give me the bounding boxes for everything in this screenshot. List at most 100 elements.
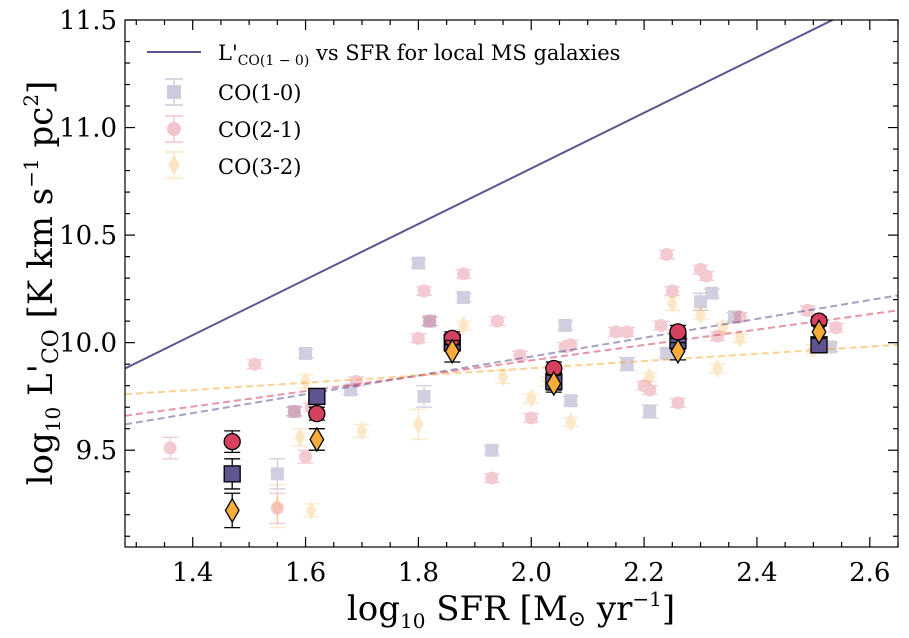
point-errorbar bbox=[353, 423, 370, 438]
data-point bbox=[163, 441, 177, 455]
data-point bbox=[644, 367, 656, 387]
data-point bbox=[699, 269, 713, 283]
data-point bbox=[524, 411, 538, 425]
point-errorbar bbox=[269, 483, 286, 529]
data-point bbox=[666, 294, 678, 314]
y-tick-label: 10.0 bbox=[59, 329, 117, 359]
x-tick-label: 1.8 bbox=[398, 558, 439, 588]
data-point bbox=[490, 314, 504, 328]
point-errorbar bbox=[669, 397, 686, 408]
data-point bbox=[558, 340, 572, 354]
point-errorbar bbox=[410, 333, 427, 344]
data-point bbox=[620, 357, 634, 371]
x-tick-label: 1.6 bbox=[285, 558, 326, 588]
point-errorbar bbox=[557, 320, 574, 331]
data-point bbox=[665, 284, 679, 298]
data-point bbox=[423, 314, 437, 328]
legend-co10-label: CO(1-0) bbox=[218, 81, 302, 105]
data-point bbox=[497, 367, 509, 387]
point-errorbar bbox=[698, 271, 715, 281]
point-errorbar bbox=[246, 359, 263, 370]
data-point bbox=[300, 371, 312, 391]
point-errorbar bbox=[619, 357, 636, 372]
data-point bbox=[654, 318, 668, 332]
point-errorbar bbox=[641, 404, 658, 419]
fit-line bbox=[125, 309, 898, 417]
point-errorbar bbox=[269, 458, 286, 490]
point-errorbar bbox=[455, 320, 472, 331]
data-point bbox=[637, 379, 651, 393]
data-point bbox=[458, 316, 470, 335]
stacked-point bbox=[444, 338, 460, 365]
legend-relation-label: L'CO(1 − 0) vs SFR for local MS galaxies bbox=[218, 41, 620, 69]
point-errorbar bbox=[709, 331, 726, 342]
point-errorbar bbox=[410, 258, 427, 269]
data-point bbox=[711, 359, 723, 378]
data-point bbox=[558, 318, 572, 332]
y-tick-label: 10.5 bbox=[59, 221, 117, 251]
data-point bbox=[270, 467, 284, 481]
stacked-point bbox=[309, 426, 325, 453]
x-tick-label: 2.4 bbox=[736, 558, 777, 588]
point-errorbar bbox=[619, 326, 636, 337]
point-errorbar bbox=[664, 286, 681, 296]
data-point bbox=[457, 290, 471, 304]
point-errorbar bbox=[692, 292, 709, 312]
point-errorbar bbox=[732, 333, 749, 344]
data-point bbox=[733, 310, 747, 324]
data-point bbox=[457, 267, 471, 281]
legend-co32-label: CO(3-2) bbox=[218, 155, 302, 179]
point-errorbar bbox=[286, 406, 303, 417]
point-errorbar bbox=[636, 380, 653, 391]
x-tick-label: 2.0 bbox=[511, 558, 552, 588]
legend-co10-marker bbox=[165, 78, 183, 106]
data-point bbox=[423, 314, 437, 328]
point-errorbar bbox=[455, 268, 472, 279]
tick-layer: 1.4 1.6 1.8 2.0 2.2 2.4 2.6 9.5 10.0 10.5 11.0 11.5 bbox=[59, 6, 899, 588]
point-errorbar bbox=[827, 322, 844, 333]
data-point bbox=[513, 349, 527, 363]
point-errorbar bbox=[692, 264, 709, 275]
point-errorbar bbox=[607, 326, 624, 337]
data-point bbox=[305, 501, 317, 520]
data-point bbox=[287, 404, 301, 418]
legend: L'CO(1 − 0) vs SFR for local MS galaxies… bbox=[147, 41, 620, 179]
fit-line bbox=[125, 343, 898, 396]
point-errorbar bbox=[726, 311, 743, 322]
data-point bbox=[417, 284, 431, 298]
data-point bbox=[671, 396, 685, 410]
data-point bbox=[660, 346, 674, 360]
data-point bbox=[694, 305, 707, 325]
data-point bbox=[643, 383, 657, 397]
point-errorbar bbox=[709, 363, 726, 374]
data-point bbox=[734, 328, 746, 348]
y-axis-title: log10 L'CO [K km s−1 pc2] bbox=[19, 81, 65, 486]
data-point bbox=[412, 414, 424, 434]
point-errorbar bbox=[421, 316, 438, 327]
data-point bbox=[643, 404, 657, 418]
data-point bbox=[299, 346, 313, 360]
point-errorbar bbox=[286, 406, 303, 417]
point-errorbar bbox=[416, 286, 433, 296]
data-point bbox=[356, 421, 368, 441]
legend-co32-marker bbox=[165, 151, 183, 179]
legend-co21-label: CO(2-1) bbox=[218, 118, 302, 142]
data-point bbox=[485, 443, 499, 457]
point-errorbar bbox=[162, 436, 179, 460]
data-point bbox=[565, 412, 577, 432]
point-errorbar bbox=[692, 309, 709, 320]
point-errorbar bbox=[291, 428, 308, 447]
point-errorbar bbox=[799, 305, 816, 316]
data-point bbox=[485, 471, 499, 485]
point-errorbar bbox=[703, 288, 720, 299]
point-errorbar bbox=[641, 385, 658, 395]
stacked-point bbox=[223, 465, 241, 483]
data-point bbox=[417, 389, 431, 403]
point-errorbar bbox=[562, 417, 579, 428]
point-errorbar bbox=[303, 503, 320, 518]
stacked-point bbox=[308, 404, 326, 423]
point-errorbar bbox=[641, 372, 658, 383]
data-point bbox=[271, 496, 283, 516]
x-tick-label: 2.2 bbox=[623, 558, 664, 588]
legend-co21-marker bbox=[165, 115, 183, 143]
